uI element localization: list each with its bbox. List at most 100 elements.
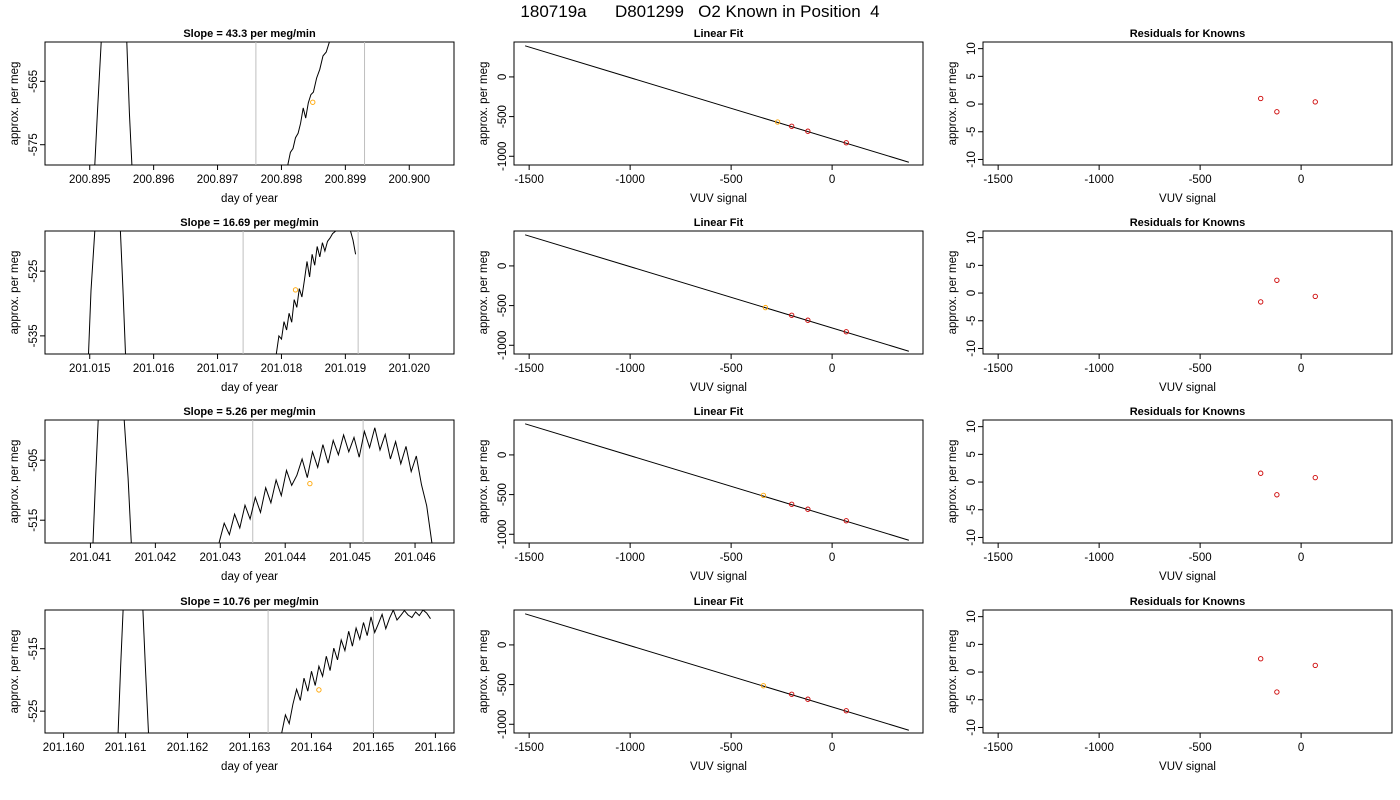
y-tick-label: -5 bbox=[966, 505, 978, 515]
y-tick-label: 0 bbox=[966, 290, 978, 296]
panel-r3-c1: Slope = 5.26 per meg/min 201.041 201.042 20… bbox=[9, 406, 455, 583]
x-tick-label: -1000 bbox=[615, 174, 644, 186]
x-tick-label: -500 bbox=[1189, 174, 1212, 186]
panel-r3-c2: Linear Fit -1500 -1000 -500 0 0 -500 -1000 VUV s… bbox=[478, 406, 924, 583]
y-tick-label: 0 bbox=[966, 669, 978, 675]
x-axis-label: day of year bbox=[221, 382, 278, 394]
plot-area bbox=[117, 610, 431, 733]
y-tick-label: 10 bbox=[966, 42, 978, 55]
x-tick-label: 0 bbox=[829, 742, 835, 754]
y-tick-label: 0 bbox=[966, 479, 978, 485]
x-tick-label: -1000 bbox=[1084, 742, 1113, 754]
y-tick-label: 10 bbox=[966, 231, 978, 244]
x-tick-label: 201.016 bbox=[133, 363, 175, 375]
known-standard-point bbox=[1274, 689, 1280, 695]
panel-r1-c3: Residuals for Knowns -1500 -1000 -500 0 10 5 0 -… bbox=[947, 28, 1393, 205]
plot-area bbox=[92, 420, 433, 543]
x-tick-label: -500 bbox=[1189, 552, 1212, 564]
known-standard-point bbox=[1258, 95, 1264, 102]
y-tick-label: -10 bbox=[966, 719, 978, 736]
fit-line bbox=[524, 423, 910, 541]
y-axis-label: approx. per meg bbox=[478, 440, 490, 524]
y-tick-label: 5 bbox=[966, 262, 978, 268]
x-tick-label: -1000 bbox=[615, 363, 644, 375]
plot-frame bbox=[44, 609, 455, 734]
y-tick-label: 0 bbox=[497, 642, 509, 648]
signal-trace-2 bbox=[142, 610, 149, 733]
x-tick-label: -1500 bbox=[514, 363, 543, 375]
x-axis-label: VUV signal bbox=[690, 761, 747, 773]
panel-title: Residuals for Knowns bbox=[1130, 596, 1246, 608]
unknown-sample-point bbox=[310, 99, 316, 105]
x-tick-label: 200.898 bbox=[261, 174, 303, 186]
panel-r3-c3: Residuals for Knowns -1500 -1000 -500 0 10 5 0 -… bbox=[947, 406, 1393, 583]
x-tick-label: -1000 bbox=[1084, 552, 1113, 564]
plot-area bbox=[524, 613, 910, 731]
signal-trace-2 bbox=[126, 42, 133, 165]
panel-title: Slope = 5.26 per meg/min bbox=[183, 406, 316, 418]
x-tick-label: -1500 bbox=[514, 552, 543, 564]
x-tick-label: 0 bbox=[1298, 742, 1304, 754]
y-tick-label: -1000 bbox=[497, 710, 509, 739]
known-standard-point bbox=[1312, 662, 1318, 669]
plot-frame bbox=[982, 41, 1393, 166]
y-tick-label: -5 bbox=[966, 127, 978, 137]
x-tick-label: 0 bbox=[829, 363, 835, 375]
panel-title: Linear Fit bbox=[694, 28, 744, 40]
x-tick-label: -500 bbox=[720, 742, 743, 754]
plot-area bbox=[1258, 656, 1318, 695]
x-tick-label: 201.160 bbox=[43, 742, 85, 754]
plot-frame bbox=[44, 230, 455, 355]
known-standard-point bbox=[789, 123, 795, 129]
y-tick-label: -5 bbox=[966, 695, 978, 705]
panel-r2-c3: Residuals for Knowns -1500 -1000 -500 0 10 5 0 -… bbox=[947, 217, 1393, 394]
panel-title: Slope = 43.3 per meg/min bbox=[183, 28, 316, 40]
x-tick-label: 201.015 bbox=[69, 363, 111, 375]
x-tick-label: -1000 bbox=[1084, 174, 1113, 186]
y-tick-label: -525 bbox=[28, 700, 40, 723]
panel-r4-c2: Linear Fit -1500 -1000 -500 0 0 -500 -1000 VUV s… bbox=[478, 596, 924, 773]
known-standard-point bbox=[1312, 99, 1318, 105]
y-axis-label: approx. per meg bbox=[478, 251, 490, 335]
y-tick-label: -10 bbox=[966, 529, 978, 546]
x-tick-label: 201.044 bbox=[264, 552, 306, 564]
y-axis-label: approx. per meg bbox=[947, 440, 959, 524]
x-tick-label: 201.019 bbox=[325, 363, 367, 375]
panel-title: Residuals for Knowns bbox=[1130, 217, 1246, 229]
fit-line bbox=[524, 613, 910, 731]
x-axis-label: day of year bbox=[221, 761, 278, 773]
x-tick-label: 200.899 bbox=[325, 174, 367, 186]
known-standard-point bbox=[789, 312, 795, 318]
x-axis-label: day of year bbox=[221, 193, 278, 205]
y-axis-label: approx. per meg bbox=[478, 630, 490, 714]
fit-line bbox=[524, 45, 910, 163]
x-axis-label: VUV signal bbox=[1159, 761, 1216, 773]
y-tick-label: 0 bbox=[966, 101, 978, 107]
y-tick-label: -1000 bbox=[497, 520, 509, 549]
known-standard-point bbox=[1312, 293, 1318, 300]
x-tick-label: -1500 bbox=[514, 742, 543, 754]
x-tick-label: 0 bbox=[829, 174, 835, 186]
x-tick-label: -1500 bbox=[514, 174, 543, 186]
x-tick-label: 201.042 bbox=[135, 552, 177, 564]
known-standard-point bbox=[843, 708, 849, 714]
y-tick-label: -515 bbox=[28, 509, 40, 532]
x-tick-label: -1000 bbox=[615, 742, 644, 754]
unknown-sample-point bbox=[762, 304, 769, 311]
y-tick-label: -565 bbox=[28, 70, 40, 93]
signal-trace-1 bbox=[117, 610, 124, 733]
plot-area bbox=[524, 423, 910, 541]
x-tick-label: 201.163 bbox=[229, 742, 271, 754]
y-tick-label: 5 bbox=[966, 641, 978, 647]
signal-trace-3 bbox=[287, 42, 330, 165]
known-standard-point bbox=[805, 128, 811, 134]
known-standard-point bbox=[1274, 492, 1280, 498]
x-tick-label: 200.896 bbox=[133, 174, 175, 186]
known-standard-point bbox=[805, 317, 811, 323]
y-tick-label: -1000 bbox=[497, 142, 509, 171]
panel-r2-c2: Linear Fit -1500 -1000 -500 0 0 -500 -1000 VUV s… bbox=[478, 217, 924, 394]
plot-frame bbox=[982, 609, 1393, 734]
x-tick-label: -500 bbox=[720, 174, 743, 186]
x-tick-label: 201.041 bbox=[70, 552, 112, 564]
